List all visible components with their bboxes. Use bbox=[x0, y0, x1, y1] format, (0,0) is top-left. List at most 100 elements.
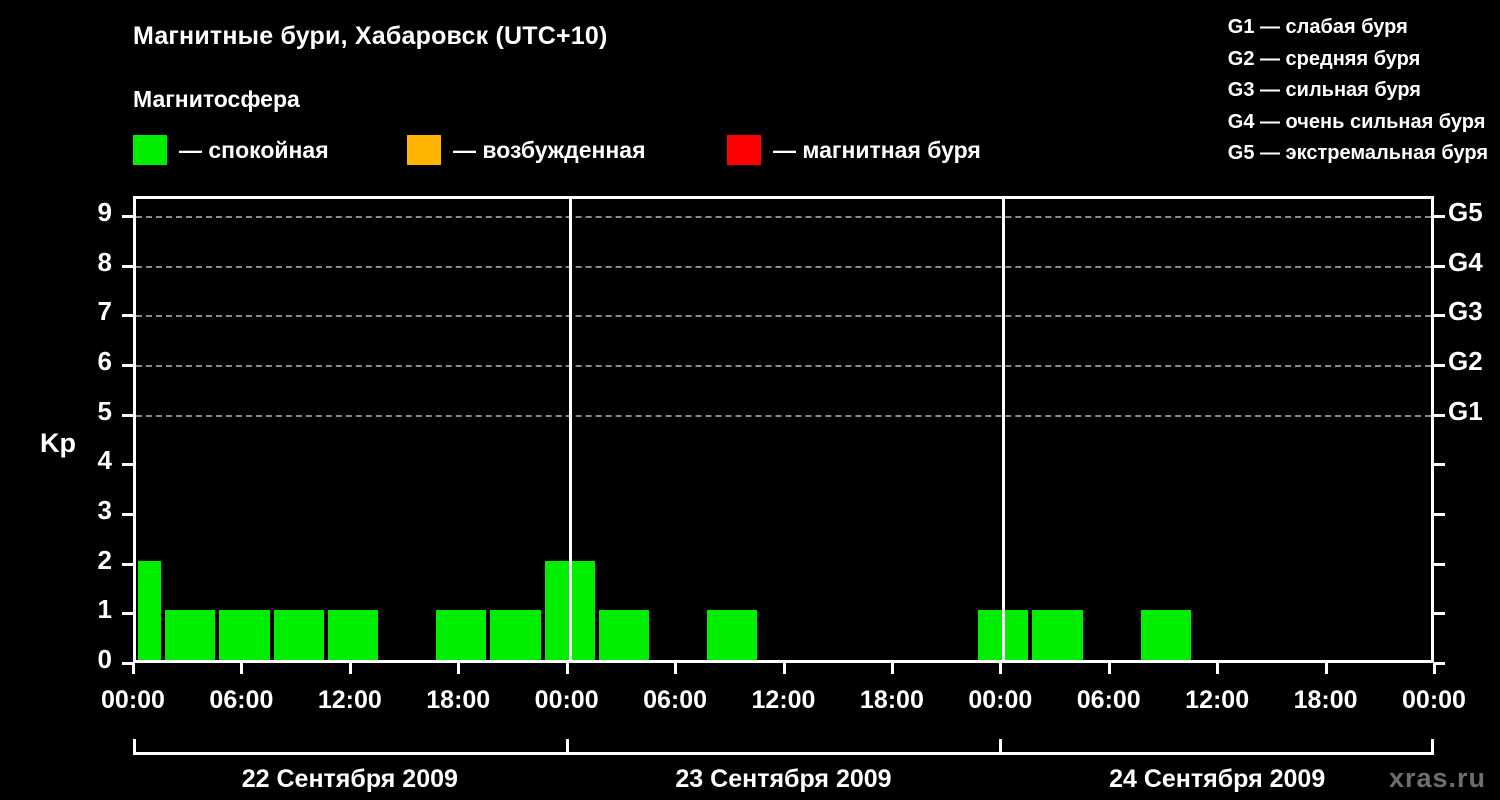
y-tick-5 bbox=[122, 413, 133, 417]
x-tick-10 bbox=[1216, 663, 1220, 674]
right-tick-2 bbox=[1434, 562, 1445, 566]
plot-inner bbox=[136, 199, 1431, 660]
x-tick-label-10: 12:00 bbox=[1185, 686, 1250, 714]
x-tick-2 bbox=[348, 663, 352, 674]
bar bbox=[219, 610, 270, 660]
right-tick-1 bbox=[1434, 612, 1445, 616]
g-scale-row-g5: G5 — экстремальная буря bbox=[1227, 142, 1488, 164]
y-tick-4 bbox=[122, 463, 133, 467]
date-label-0: 22 Сентября 2009 bbox=[241, 765, 458, 793]
right-tick-9 bbox=[1434, 214, 1445, 218]
gridline-kp-7 bbox=[136, 315, 1431, 318]
y-tick-label-4: 4 bbox=[97, 445, 112, 476]
g-tick-label-g3: G3 bbox=[1448, 296, 1483, 327]
x-tick-label-2: 12:00 bbox=[317, 686, 382, 714]
g-scale-row-g4: G4 — очень сильная буря bbox=[1227, 110, 1486, 133]
right-tick-6 bbox=[1434, 363, 1445, 367]
x-tick-11 bbox=[1324, 663, 1328, 674]
gridline-kp-5 bbox=[136, 414, 1431, 417]
g-tick-label-g2: G2 bbox=[1448, 345, 1483, 376]
y-tick-6 bbox=[122, 363, 133, 367]
y-tick-label-5: 5 bbox=[97, 395, 112, 426]
legend-item-label: — магнитная буря bbox=[773, 136, 981, 163]
right-tick-0 bbox=[1434, 662, 1445, 665]
right-tick-3 bbox=[1434, 512, 1445, 516]
magnetosphere-legend-title: Магнитосфера bbox=[133, 86, 300, 112]
date-label-2: 24 Сентября 2009 bbox=[1109, 765, 1326, 793]
x-tick-label-3: 18:00 bbox=[426, 686, 491, 714]
day-divider-1 bbox=[568, 199, 572, 660]
y-tick-label-7: 7 bbox=[97, 296, 112, 327]
bar bbox=[598, 610, 649, 660]
watermark: xras.ru bbox=[1388, 763, 1486, 793]
x-tick-4 bbox=[565, 663, 569, 674]
x-tick-label-1: 06:00 bbox=[209, 686, 274, 714]
bar bbox=[165, 610, 216, 660]
bar bbox=[138, 560, 162, 660]
x-tick-3 bbox=[457, 663, 461, 674]
g-tick-label-g1: G1 bbox=[1448, 395, 1483, 426]
gridline-kp-8 bbox=[136, 265, 1431, 268]
gridline-kp-6 bbox=[136, 364, 1431, 367]
x-tick-5 bbox=[674, 663, 678, 674]
x-tick-0 bbox=[132, 663, 135, 674]
bar bbox=[436, 610, 487, 660]
x-tick-12 bbox=[1433, 663, 1436, 674]
g-tick-label-g4: G4 bbox=[1448, 246, 1483, 277]
x-tick-label-7: 18:00 bbox=[859, 686, 924, 714]
g-scale-row-g3: G3 — сильная буря bbox=[1227, 79, 1421, 101]
date-label-1: 23 Сентября 2009 bbox=[675, 765, 892, 793]
x-tick-label-5: 06:00 bbox=[643, 686, 708, 714]
x-tick-1 bbox=[240, 663, 244, 674]
y-tick-label-6: 6 bbox=[97, 345, 112, 376]
x-tick-label-9: 06:00 bbox=[1076, 686, 1141, 714]
bar bbox=[327, 610, 378, 660]
y-tick-label-2: 2 bbox=[97, 544, 112, 575]
right-tick-5 bbox=[1434, 413, 1445, 417]
x-tick-7 bbox=[890, 663, 894, 674]
y-tick-label-8: 8 bbox=[97, 246, 112, 277]
plot-area bbox=[133, 196, 1434, 663]
legend-item-2: — магнитная буря bbox=[727, 134, 981, 166]
y-tick-0 bbox=[122, 662, 133, 665]
x-tick-8 bbox=[999, 663, 1003, 674]
bar bbox=[707, 610, 758, 660]
y-tick-label-3: 3 bbox=[97, 494, 112, 525]
x-tick-label-12: 00:00 bbox=[1402, 686, 1466, 714]
gridline-kp-9 bbox=[136, 215, 1431, 218]
y-tick-9 bbox=[122, 214, 133, 218]
x-tick-label-6: 12:00 bbox=[751, 686, 816, 714]
right-tick-4 bbox=[1434, 463, 1445, 467]
g-scale-row-g2: G2 — средняя буря bbox=[1227, 47, 1421, 70]
bar bbox=[1032, 610, 1083, 660]
bar bbox=[490, 610, 541, 660]
bar bbox=[1140, 610, 1192, 660]
y-tick-3 bbox=[122, 512, 133, 516]
y-tick-7 bbox=[122, 314, 133, 318]
day-divider-2 bbox=[1002, 199, 1006, 660]
y-tick-1 bbox=[122, 612, 133, 616]
date-bracket-sep-2 bbox=[999, 739, 1003, 755]
legend-item-0: — спокойная bbox=[133, 134, 329, 166]
y-axis-title: Kp bbox=[40, 428, 76, 459]
x-tick-label-8: 00:00 bbox=[968, 686, 1033, 714]
x-tick-6 bbox=[782, 663, 786, 674]
g-scale-row-g1: G1 — слабая буря bbox=[1227, 16, 1408, 38]
legend-item-1: — возбужденная bbox=[407, 134, 646, 166]
x-tick-label-4: 00:00 bbox=[534, 686, 599, 714]
date-bracket bbox=[133, 739, 1434, 755]
g-tick-label-g5: G5 bbox=[1448, 196, 1483, 227]
x-tick-9 bbox=[1107, 663, 1111, 674]
y-tick-8 bbox=[122, 264, 133, 268]
y-tick-label-0: 0 bbox=[97, 644, 112, 674]
y-tick-label-1: 1 bbox=[97, 594, 112, 625]
right-tick-7 bbox=[1434, 314, 1445, 318]
storm-swatch bbox=[727, 135, 761, 165]
g-scale-legend: G1 — слабая буря G2 — средняя буря G3 — си… bbox=[1228, 12, 1488, 170]
legend-item-label: — спокойная bbox=[179, 136, 329, 163]
y-tick-label-9: 9 bbox=[97, 196, 112, 227]
date-bracket-sep-1 bbox=[565, 739, 569, 755]
quiet-swatch bbox=[133, 135, 167, 165]
page-title: Магнитные бури, Хабаровск (UTC+10) bbox=[133, 22, 608, 50]
